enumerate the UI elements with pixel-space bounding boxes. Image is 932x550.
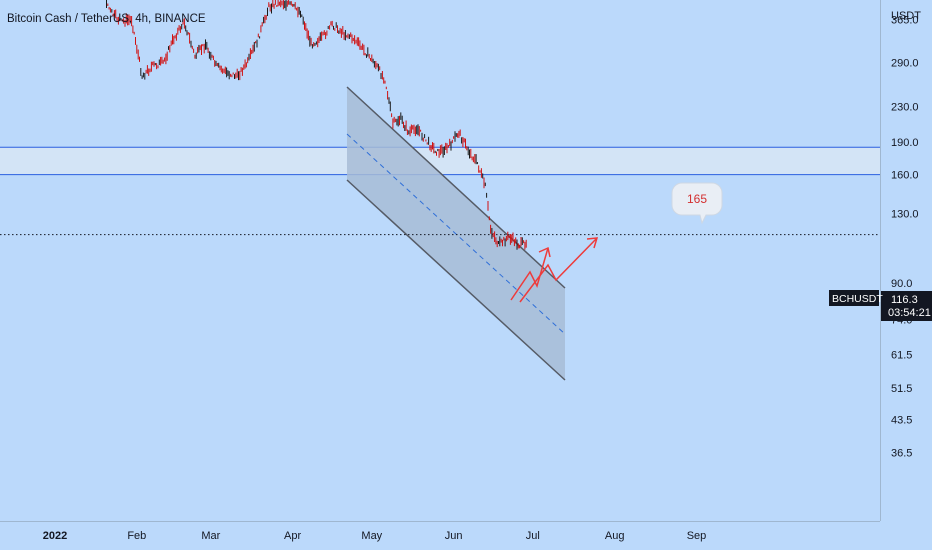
- price-axis[interactable]: USDT 440.0365.0290.0230.0190.0160.0130.0…: [880, 0, 932, 550]
- price-tick-label: 190.0: [891, 137, 919, 149]
- time-tick-label: Jul: [526, 530, 540, 542]
- price-tick-label: 290.0: [891, 58, 919, 70]
- projection-arrow-2: [519, 237, 598, 303]
- time-tick-label: Sep: [687, 530, 707, 542]
- time-tick-label: Apr: [284, 530, 301, 542]
- symbol-tag-text: BCHUSDT: [832, 293, 883, 305]
- time-tick-label: 2022: [43, 530, 67, 542]
- descending-channel: [346, 86, 566, 381]
- projection-arrow-1-head: [538, 246, 551, 258]
- price-axis-ticks: 440.0365.0290.0230.0190.0160.0130.090.07…: [891, 14, 919, 460]
- last-price-value: 116.3: [891, 294, 918, 306]
- chart-title: Bitcoin Cash / TetherUS, 4h, BINANCE: [7, 13, 206, 25]
- price-tick-label: 160.0: [891, 170, 919, 182]
- callout-bubble: [671, 182, 723, 225]
- price-tick-label: 90.0: [891, 278, 912, 290]
- price-tick-label: 61.5: [891, 350, 912, 362]
- projection-arrow-2-head: [586, 237, 599, 249]
- projection-arrows: [510, 237, 599, 303]
- time-tick-label: May: [361, 530, 382, 542]
- price-tick-label: 365.0: [891, 14, 919, 26]
- price-tick-label: 36.5: [891, 448, 912, 460]
- resistance-callout[interactable]: 165: [671, 182, 723, 225]
- time-axis-ticks: 2022 Feb Mar Apr May Jun Jul Aug Sep: [43, 530, 707, 542]
- price-tick-label: 130.0: [891, 209, 919, 221]
- price-tick-label: 51.5: [891, 383, 912, 395]
- time-axis-background: [0, 521, 880, 550]
- projection-arrow-1: [510, 247, 549, 301]
- axis-corner: [881, 521, 932, 550]
- time-axis[interactable]: 2022 Feb Mar Apr May Jun Jul Aug Sep: [0, 521, 880, 550]
- price-axis-currency: USDT: [891, 10, 921, 22]
- time-tick-label: Aug: [605, 530, 625, 542]
- price-axis-background: [880, 0, 932, 550]
- channel-upper-line: [346, 86, 566, 289]
- time-tick-label: Mar: [201, 530, 220, 542]
- time-tick-label: Jun: [445, 530, 463, 542]
- symbol-tag-background: [829, 290, 879, 306]
- price-series: [106, 0, 527, 250]
- price-tick-label: 230.0: [891, 101, 919, 113]
- price-tick-label: 43.5: [891, 415, 912, 427]
- last-price-countdown: 03:54:21: [888, 307, 931, 319]
- last-price-badge: [881, 291, 932, 321]
- channel-midline: [346, 133, 566, 335]
- symbol-tag: BCHUSDT: [829, 290, 883, 306]
- channel-lower-line: [346, 179, 566, 381]
- time-tick-label: Feb: [127, 530, 146, 542]
- callout-text: 165: [687, 192, 707, 206]
